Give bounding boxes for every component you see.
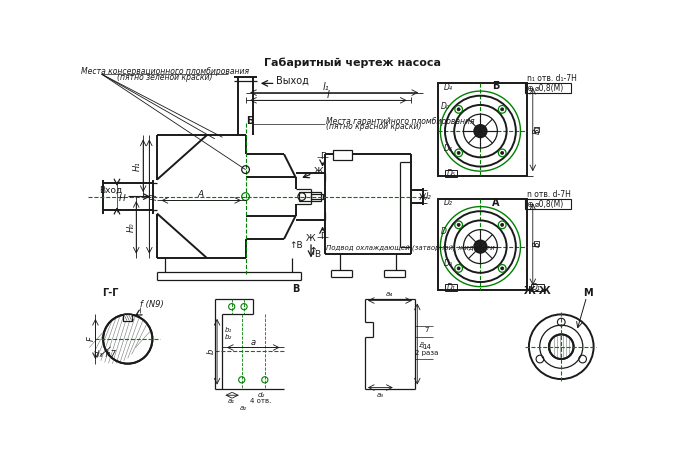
- Text: a₂: a₂: [239, 405, 247, 411]
- Text: D₁: D₁: [531, 283, 540, 292]
- Text: H₀: H₀: [127, 222, 136, 232]
- Text: D₀: D₀: [441, 102, 450, 111]
- Text: H: H: [118, 193, 125, 202]
- Circle shape: [457, 223, 460, 226]
- Text: b: b: [206, 349, 215, 354]
- Text: ⌀0,8(М): ⌀0,8(М): [535, 200, 564, 209]
- Text: D₄: D₄: [444, 83, 452, 92]
- Text: (пятно красной краски): (пятно красной краски): [326, 122, 422, 131]
- Text: b₁: b₁: [225, 327, 233, 333]
- Circle shape: [474, 125, 486, 137]
- Text: D₁: D₁: [447, 283, 455, 292]
- Text: H: H: [149, 193, 158, 200]
- Text: Вход: Вход: [99, 186, 122, 195]
- Text: D₂: D₂: [444, 198, 452, 207]
- Text: Ж-Ж: Ж-Ж: [524, 286, 552, 296]
- Circle shape: [457, 152, 460, 154]
- Bar: [438, 199, 526, 290]
- Text: Ж: Ж: [306, 235, 316, 244]
- Text: l: l: [327, 90, 330, 100]
- Text: Г: Г: [320, 232, 325, 241]
- Text: f (N9): f (N9): [140, 300, 164, 309]
- Text: (пятно зеленой краски): (пятно зеленой краски): [117, 73, 213, 82]
- Text: A: A: [492, 198, 499, 208]
- Text: 4 отв.: 4 отв.: [250, 398, 272, 405]
- Bar: [531, 284, 544, 291]
- Text: 7: 7: [424, 327, 429, 333]
- Text: b₂: b₂: [225, 335, 233, 341]
- Circle shape: [501, 152, 504, 154]
- Text: l₂: l₂: [426, 192, 431, 201]
- Text: a₁: a₁: [228, 398, 235, 404]
- Text: ↑В: ↑В: [289, 240, 303, 249]
- Bar: [535, 241, 539, 246]
- Text: В: В: [314, 250, 320, 259]
- Bar: [332, 150, 352, 160]
- Text: ⊕: ⊕: [526, 200, 533, 209]
- Text: B: B: [533, 241, 542, 247]
- Text: Б: Б: [246, 116, 253, 126]
- Text: ⌀0,8(М): ⌀0,8(М): [535, 84, 564, 93]
- Circle shape: [501, 223, 504, 226]
- Text: D₀: D₀: [444, 259, 452, 268]
- Text: Ж: Ж: [314, 167, 323, 175]
- Text: Г: Г: [320, 152, 325, 161]
- Circle shape: [501, 108, 504, 111]
- Text: B₁: B₁: [533, 125, 542, 134]
- Text: В: В: [292, 284, 299, 294]
- Text: n₁ отв. d₁-7H: n₁ отв. d₁-7H: [526, 74, 577, 83]
- Text: Выход: Выход: [277, 76, 309, 86]
- Bar: [123, 314, 132, 321]
- Text: D₅: D₅: [447, 169, 455, 178]
- Text: 14: 14: [422, 344, 431, 350]
- Text: d₂: d₂: [257, 392, 265, 398]
- Text: Подвод охлаждающей (затворной) жидкости: Подвод охлаждающей (затворной) жидкости: [326, 245, 495, 251]
- Text: Места гарантийного пломбирования: Места гарантийного пломбирования: [326, 117, 475, 126]
- Text: Габаритный чертеж насоса: Габаритный чертеж насоса: [264, 57, 441, 68]
- Text: 2 раза: 2 раза: [415, 350, 438, 356]
- Text: l₁: l₁: [323, 82, 330, 92]
- Text: ↑: ↑: [309, 247, 318, 257]
- Text: b₃: b₃: [420, 340, 426, 347]
- Bar: [438, 83, 526, 176]
- Text: a₄: a₄: [386, 291, 393, 297]
- Text: F: F: [87, 336, 96, 341]
- Bar: [525, 83, 571, 93]
- Text: a: a: [250, 338, 256, 347]
- Bar: [445, 170, 458, 177]
- Circle shape: [457, 267, 460, 270]
- Circle shape: [501, 267, 504, 270]
- Bar: [299, 192, 321, 201]
- Text: n отв. d-7H: n отв. d-7H: [526, 190, 570, 199]
- Text: М: М: [583, 288, 593, 298]
- Bar: [311, 194, 323, 199]
- Text: d₃ h7: d₃ h7: [94, 350, 116, 359]
- Text: Места консервационного пломбирования: Места консервационного пломбирования: [80, 67, 249, 76]
- Bar: [535, 127, 539, 132]
- Bar: [525, 199, 571, 209]
- Text: Г-Г: Г-Г: [103, 288, 119, 298]
- Text: ⊕: ⊕: [526, 84, 533, 93]
- Text: H₁: H₁: [133, 161, 142, 170]
- Text: D₃: D₃: [444, 143, 452, 152]
- Circle shape: [474, 240, 486, 253]
- Text: a₃: a₃: [377, 392, 384, 398]
- Text: D: D: [441, 227, 447, 236]
- Bar: [445, 284, 458, 291]
- Circle shape: [457, 108, 460, 111]
- Text: A: A: [198, 190, 204, 199]
- Text: Б: Б: [492, 82, 499, 92]
